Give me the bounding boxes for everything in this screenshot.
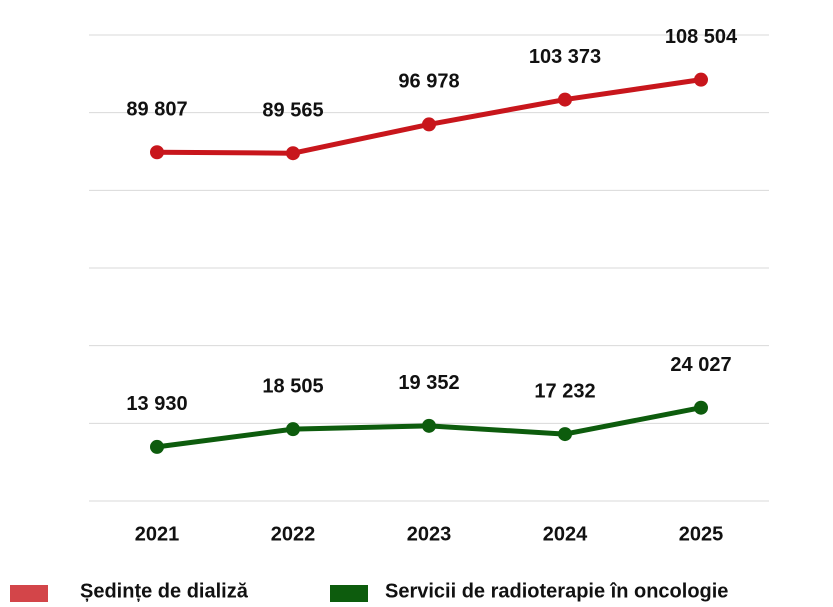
data-point [558, 92, 572, 107]
x-tick-label: 2025 [679, 523, 724, 545]
legend-label: Servicii de radioterapie în oncologie [385, 580, 728, 602]
data-point [694, 72, 708, 87]
legend-swatch [330, 585, 368, 602]
data-label: 89 807 [126, 99, 187, 121]
data-label: 24 027 [670, 354, 731, 376]
x-tick-label: 2024 [543, 523, 588, 545]
data-label: 19 352 [398, 372, 459, 394]
data-label: 103 373 [529, 46, 601, 68]
data-point [558, 427, 572, 442]
data-point [286, 422, 300, 437]
x-tick-label: 2023 [407, 523, 452, 545]
legend-label: Ședințe de dializă [80, 580, 249, 602]
data-point [286, 146, 300, 161]
data-label: 89 565 [262, 99, 323, 121]
data-label: 18 505 [262, 375, 323, 397]
data-label: 13 930 [126, 393, 187, 415]
x-tick-label: 2022 [271, 523, 316, 545]
data-point [150, 145, 164, 160]
x-tick-label: 2021 [135, 523, 180, 545]
data-label: 17 232 [534, 380, 595, 402]
legend-swatch [10, 585, 48, 602]
data-label: 96 978 [398, 71, 459, 93]
data-point [694, 400, 708, 415]
data-label: 108 504 [665, 26, 738, 48]
data-point [150, 439, 164, 454]
data-point [422, 117, 436, 132]
data-point [422, 418, 436, 433]
